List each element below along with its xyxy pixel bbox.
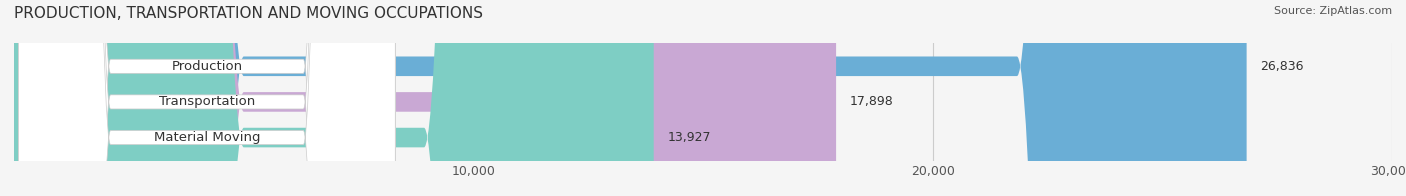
Text: 26,836: 26,836 [1260, 60, 1303, 73]
FancyBboxPatch shape [18, 0, 395, 196]
Text: Production: Production [172, 60, 242, 73]
FancyBboxPatch shape [18, 0, 395, 196]
Text: 13,927: 13,927 [668, 131, 711, 144]
FancyBboxPatch shape [14, 0, 837, 196]
Text: PRODUCTION, TRANSPORTATION AND MOVING OCCUPATIONS: PRODUCTION, TRANSPORTATION AND MOVING OC… [14, 6, 484, 21]
Text: Transportation: Transportation [159, 95, 254, 108]
FancyBboxPatch shape [14, 0, 1247, 196]
FancyBboxPatch shape [18, 0, 395, 196]
FancyBboxPatch shape [14, 0, 654, 196]
Text: Material Moving: Material Moving [153, 131, 260, 144]
Text: Source: ZipAtlas.com: Source: ZipAtlas.com [1274, 6, 1392, 16]
Text: 17,898: 17,898 [849, 95, 894, 108]
